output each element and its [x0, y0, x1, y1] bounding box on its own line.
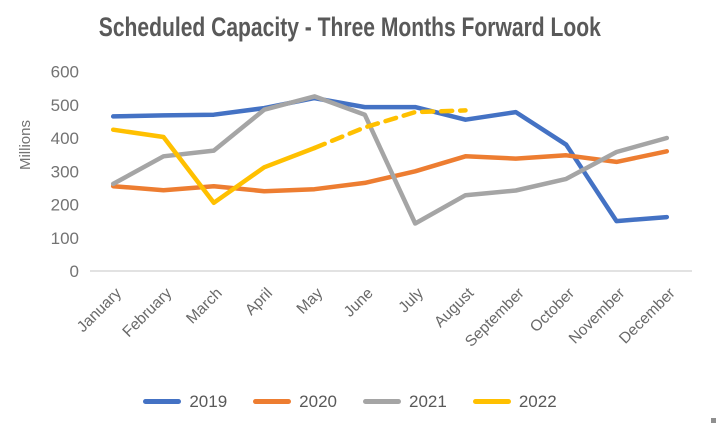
y-tick-label: 500	[51, 96, 79, 115]
corner-artifact	[711, 418, 716, 423]
y-tick-label: 300	[51, 162, 79, 181]
legend-item-2022[interactable]: 2022	[472, 391, 557, 411]
chart-legend: 2019 2020 2021 2022	[0, 389, 700, 413]
x-tick-label: March	[183, 285, 225, 327]
legend-label: 2021	[409, 391, 447, 411]
x-tick-label: June	[341, 285, 377, 321]
x-tick-label: February	[119, 285, 175, 341]
legend-label: 2020	[299, 391, 337, 411]
x-tick-label: July	[395, 285, 427, 317]
legend-item-2021[interactable]: 2021	[363, 393, 447, 410]
y-tick-label: 100	[51, 229, 79, 248]
legend-label: 2022	[518, 391, 557, 411]
chart-title-text: Scheduled Capacity - Three Months Forwar…	[98, 12, 602, 42]
legend-label: 2019	[189, 391, 228, 411]
legend-swatch-2022	[472, 398, 511, 404]
chart-title: Scheduled Capacity - Three Months Forwar…	[0, 12, 700, 43]
y-tick-label: 200	[51, 196, 79, 215]
y-tick-label: 0	[70, 262, 79, 281]
x-tick-label: October	[527, 285, 578, 336]
series-line-2022-actual[interactable]	[110, 127, 317, 206]
x-tick-label: January	[74, 285, 125, 336]
legend-swatch-2019	[143, 398, 182, 404]
y-tick-label: 400	[51, 129, 79, 148]
legend-item-2019[interactable]: 2019	[143, 393, 227, 410]
y-tick-label: 600	[51, 63, 79, 82]
series-line-2020[interactable]	[110, 149, 670, 194]
legend-swatch-2021	[363, 398, 401, 404]
y-axis-title: Millions	[17, 120, 34, 170]
x-tick-label: May	[294, 285, 327, 318]
legend-item-2020[interactable]: 2020	[253, 393, 337, 410]
series-line-2021[interactable]	[110, 94, 670, 226]
x-tick-label: April	[242, 285, 276, 319]
legend-swatch-2020	[253, 398, 292, 404]
x-tick-label: August	[431, 284, 478, 331]
series-line-2022-forecast[interactable]	[312, 108, 468, 151]
